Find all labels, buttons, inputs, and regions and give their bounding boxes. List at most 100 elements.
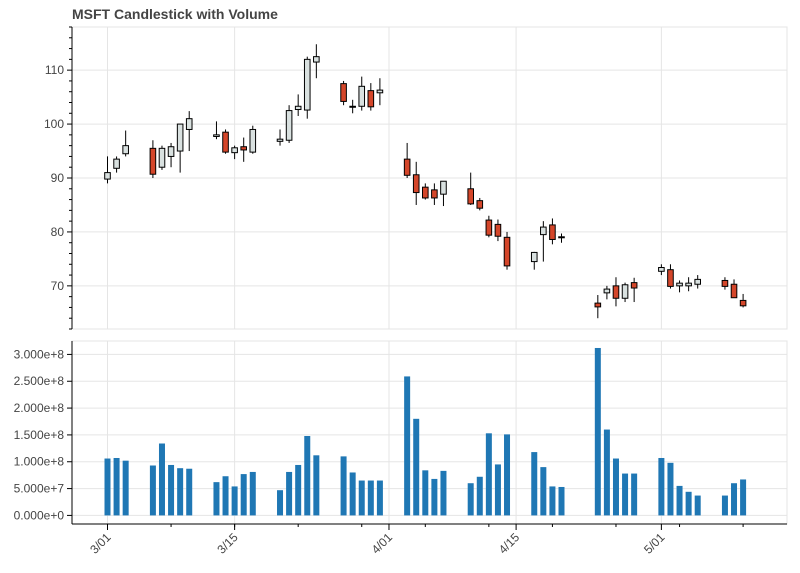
candle-up (376, 89, 384, 94)
candle-up (104, 172, 111, 180)
volume-panel: 0.000e+0 5.000e+7 1.000e+8 1.500e+8 2.000e+8… (14, 340, 788, 557)
volume-x-tick-label: 4/01 (369, 530, 396, 557)
candle-up (185, 118, 193, 130)
volume-bar (376, 480, 383, 516)
price-y-tick-label: 110 (45, 63, 64, 77)
volume-bar (367, 480, 374, 516)
candle-down (485, 219, 493, 236)
volume-bar (358, 480, 365, 516)
candle-up (122, 145, 129, 155)
candle-up (540, 226, 547, 236)
volume-bar (721, 495, 728, 516)
candle-up (303, 58, 311, 111)
volume-bar (349, 472, 356, 516)
volume-bar (313, 455, 320, 516)
candle-down (240, 146, 247, 151)
volume-bar (304, 435, 311, 516)
volume-bar (531, 452, 538, 516)
candle-up (658, 267, 665, 272)
volume-bar (413, 418, 420, 516)
volume-bar (485, 433, 492, 516)
volume-bar (622, 473, 629, 516)
volume-bar (612, 458, 619, 516)
candle-down (476, 200, 484, 209)
price-panel: 70 80 90 100 110 (44, 26, 788, 330)
candle-down (549, 224, 556, 240)
volume-bar (540, 467, 547, 516)
volume-bar (676, 485, 683, 516)
candle-down (367, 90, 375, 108)
volume-bar (404, 376, 411, 516)
volume-bar (158, 443, 165, 516)
volume-bar (177, 468, 184, 516)
volume-bar (467, 483, 474, 516)
volume-bar (504, 434, 511, 516)
volume-bar (149, 465, 156, 516)
volume-bar (113, 457, 120, 516)
candle-up (603, 288, 611, 294)
candle-up (213, 134, 220, 137)
candle-up (158, 147, 166, 168)
volume-bar (104, 458, 111, 516)
volume-bar (286, 471, 293, 516)
volume-x-tick-label: 4/15 (496, 530, 523, 557)
candle-down (730, 283, 738, 299)
volume-bar (631, 473, 638, 516)
volume-bar (685, 491, 692, 516)
volume-bar (122, 460, 129, 516)
candle-down (630, 282, 638, 289)
candle-down (503, 236, 511, 267)
volume-y-tick-label: 3.000e+8 (14, 347, 65, 361)
volume-y-tick-label: 0.000e+0 (14, 508, 65, 522)
volume-bar (295, 464, 302, 516)
price-y-tick-label: 70 (51, 279, 65, 293)
volume-x-tick-label: 5/01 (641, 530, 668, 557)
candle-up (294, 105, 302, 111)
volume-bar (494, 464, 501, 516)
volume-x-tick-label: 3/15 (214, 530, 241, 557)
candle-up (621, 284, 629, 299)
volume-bar (431, 478, 438, 516)
candle-up (167, 146, 175, 157)
volume-bar (213, 482, 220, 516)
volume-bar (549, 486, 556, 516)
candle-up (358, 85, 366, 107)
volume-y-tick-label: 1.500e+8 (14, 428, 65, 442)
volume-bar (694, 495, 701, 516)
volume-bar (168, 464, 175, 516)
candle-down (594, 302, 602, 308)
candle-down (431, 189, 438, 199)
candle-down (149, 147, 157, 175)
volume-bar (667, 462, 674, 516)
candle-down (467, 188, 474, 205)
volume-x-tick-label: 3/01 (87, 530, 114, 557)
volume-bar (340, 456, 347, 516)
volume-bar (740, 479, 747, 516)
candle-down (403, 158, 411, 176)
volume-bar (422, 470, 429, 516)
volume-bar (603, 429, 610, 516)
candle-up (676, 282, 683, 287)
volume-y-tick-label: 2.000e+8 (14, 401, 65, 415)
candle-up (313, 56, 320, 63)
volume-bar (558, 486, 565, 516)
volume-y-tick-label: 2.500e+8 (14, 374, 65, 388)
candle-down (349, 105, 356, 108)
volume-y-tick-label: 1.000e+8 (14, 455, 65, 469)
candle-down (412, 174, 420, 194)
candle-down (612, 285, 620, 299)
candle-down (721, 279, 729, 287)
volume-bar (658, 457, 665, 516)
candle-down (422, 186, 429, 199)
candle-down (739, 299, 747, 307)
candle-up (285, 110, 293, 141)
candle-down (667, 269, 674, 287)
candle-down (222, 131, 229, 153)
candle-up (558, 236, 565, 239)
price-y-tick-label: 90 (51, 171, 65, 185)
candle-up (231, 147, 238, 154)
volume-bar (594, 347, 601, 516)
candle-up (113, 158, 120, 169)
volume-y-tick-label: 5.000e+7 (14, 482, 65, 496)
